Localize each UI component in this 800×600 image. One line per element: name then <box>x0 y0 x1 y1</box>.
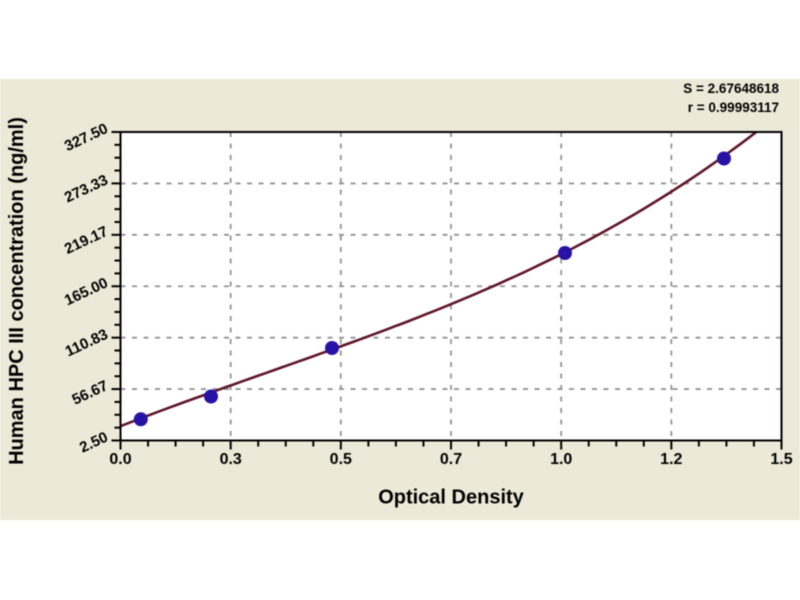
svg-text:0.0: 0.0 <box>109 451 131 468</box>
svg-text:0.3: 0.3 <box>220 451 242 468</box>
svg-text:0.5: 0.5 <box>330 451 352 468</box>
svg-text:1.0: 1.0 <box>550 451 572 468</box>
svg-text:Human HPC III concentration (n: Human HPC III concentration (ng/ml) <box>6 117 28 465</box>
svg-text:Optical Density: Optical Density <box>378 487 524 509</box>
svg-text:1.5: 1.5 <box>770 451 792 468</box>
svg-text:1.2: 1.2 <box>660 451 682 468</box>
svg-text:S = 2.67648618: S = 2.67648618 <box>683 81 779 96</box>
svg-text:r = 0.99993117: r = 0.99993117 <box>688 100 779 115</box>
svg-text:0.7: 0.7 <box>440 451 462 468</box>
